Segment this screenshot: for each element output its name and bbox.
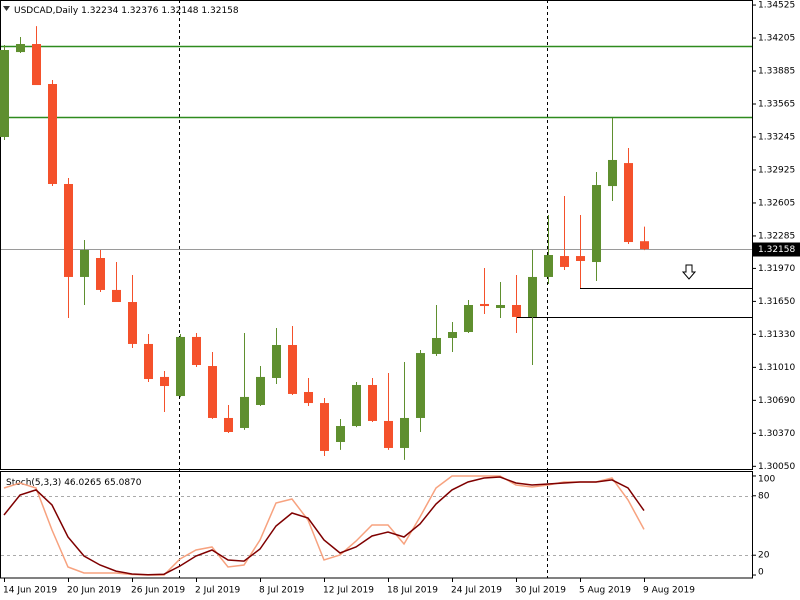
candle-body xyxy=(528,276,537,317)
y-tick-label: 1.32925 xyxy=(758,165,795,175)
candle-body xyxy=(208,366,217,418)
candle-body xyxy=(192,336,201,365)
x-tick-label: 24 Jul 2019 xyxy=(451,586,502,596)
candle-body xyxy=(464,305,473,333)
y-tick-label: 1.30370 xyxy=(758,429,795,439)
y-tick-label: 20 xyxy=(758,551,770,561)
high-price: 1.32376 xyxy=(121,6,158,16)
candle-body xyxy=(272,344,281,378)
candle-body xyxy=(112,289,121,303)
layout xyxy=(179,0,697,578)
candle-body xyxy=(224,417,233,432)
x-tick-label: 30 Jul 2019 xyxy=(515,586,566,596)
candle-body xyxy=(448,332,457,338)
y-tick-label: 1.32285 xyxy=(758,231,795,241)
y-tick-label: 1.31010 xyxy=(758,363,795,373)
candle-body xyxy=(480,303,489,307)
candle-body xyxy=(592,185,601,263)
candle-body xyxy=(96,258,105,290)
x-tick-label: 26 Jun 2019 xyxy=(131,586,185,596)
low-price: 1.32148 xyxy=(161,6,198,16)
x-tick-label: 12 Jul 2019 xyxy=(323,586,374,596)
candle-body xyxy=(512,305,521,317)
y-tick-label: 1.34205 xyxy=(758,34,795,44)
stoch-line xyxy=(3,476,645,576)
menu-icon xyxy=(3,6,10,11)
candle-body xyxy=(160,376,169,387)
indicator-panel-border xyxy=(0,471,753,579)
x-tick-label: 18 Jul 2019 xyxy=(387,586,438,596)
current-price-label: 1.32158 xyxy=(758,245,795,255)
current-price-box xyxy=(753,242,800,257)
candle-body xyxy=(176,336,185,397)
candle-body xyxy=(320,403,329,451)
candle-body xyxy=(400,417,409,448)
y-tick-label: 1.34525 xyxy=(758,1,795,11)
y-tick-label: 80 xyxy=(758,491,770,501)
candle-body xyxy=(128,302,137,344)
candle-body xyxy=(32,44,41,86)
candle-body xyxy=(64,183,73,277)
y-tick-label: 1.31650 xyxy=(758,297,795,307)
candle-body xyxy=(560,256,569,267)
y-tick-label: 1.30050 xyxy=(758,462,795,472)
symbol: USDCAD,Daily xyxy=(14,6,79,16)
y-tick-label: 1.33885 xyxy=(758,67,795,77)
candle-body xyxy=(352,384,361,427)
y-tick-label: 100 xyxy=(758,475,775,485)
x-tick-label: 5 Aug 2019 xyxy=(579,586,631,596)
candle-body xyxy=(336,426,345,442)
candle-body xyxy=(576,256,585,261)
x-tick-label: 8 Jul 2019 xyxy=(259,586,304,596)
signal-value: 65.0870 xyxy=(104,478,141,488)
candle-body xyxy=(80,249,89,277)
candle-body xyxy=(304,392,313,404)
y-tick-label: 1.31970 xyxy=(758,264,795,274)
main-value: 46.0265 xyxy=(64,478,101,488)
candle-body xyxy=(544,255,553,277)
indicator-title: Stoch(5,3,3) xyxy=(6,478,61,488)
y-tick-label: 1.31330 xyxy=(758,330,795,340)
candle-body xyxy=(144,343,153,380)
stoch-line xyxy=(3,475,645,576)
candle-body xyxy=(640,241,649,250)
y-tick-label: 1.33565 xyxy=(758,100,795,110)
open-price: 1.32234 xyxy=(81,6,118,16)
candle-body xyxy=(48,84,57,184)
candle-body xyxy=(256,376,265,405)
x-tick-label: 9 Aug 2019 xyxy=(643,586,695,596)
candle-body xyxy=(608,159,617,187)
x-tick-label: 2 Jul 2019 xyxy=(195,586,240,596)
candle-body xyxy=(496,305,505,308)
chart-header: USDCAD,Daily 1.32234 1.32376 1.32148 1.3… xyxy=(14,6,239,16)
candle-body xyxy=(16,44,25,53)
candle-body xyxy=(624,163,633,243)
x-tick-label: 14 Jun 2019 xyxy=(3,586,57,596)
candle-body xyxy=(288,344,297,394)
price-panel-border xyxy=(0,0,753,470)
candle-body xyxy=(0,49,9,137)
close-price: 1.32158 xyxy=(201,6,238,16)
sell-arrow xyxy=(681,264,697,280)
x-tick-label: 20 Jun 2019 xyxy=(67,586,121,596)
candle-body xyxy=(384,420,393,448)
candle-body xyxy=(432,337,441,354)
indicator-header: Stoch(5,3,3) 46.0265 65.0870 xyxy=(6,478,142,488)
candle-body xyxy=(240,396,249,428)
candle-body xyxy=(416,353,425,418)
y-tick-label: 0 xyxy=(758,568,764,578)
candle-body xyxy=(368,384,377,421)
y-tick-label: 1.33245 xyxy=(758,132,795,142)
frame: USDCAD,Daily 1.32234 1.32376 1.32148 1.3… xyxy=(0,0,753,579)
y-tick-label: 1.32605 xyxy=(758,198,795,208)
y-tick-label: 1.30690 xyxy=(758,396,795,406)
